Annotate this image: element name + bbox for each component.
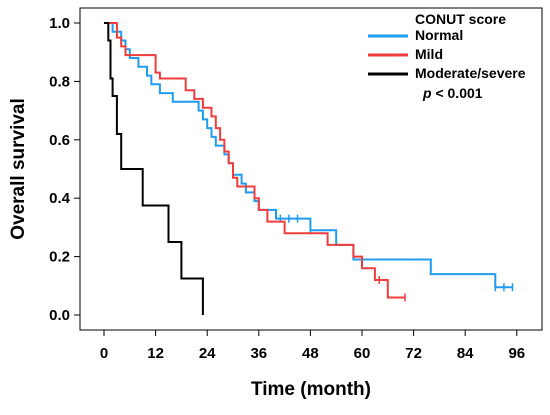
y-axis-title: Overall survival <box>8 98 29 240</box>
y-tick-label: 0.6 <box>49 132 70 149</box>
x-tick-label: 84 <box>457 345 474 362</box>
legend-entry: Normal <box>415 27 463 43</box>
plot-frame <box>79 7 543 331</box>
x-tick-label: 36 <box>250 345 267 362</box>
x-tick-label: 60 <box>354 345 371 362</box>
x-tick-label: 48 <box>302 345 319 362</box>
y-tick-label: 1.0 <box>49 15 70 32</box>
series-line-moderate-severe <box>104 22 204 315</box>
legend: CONUT score p < 0.001 <box>415 11 506 101</box>
x-axis-title: Time (month) <box>251 379 371 400</box>
legend-entry: Moderate/severe <box>415 65 526 81</box>
x-tick-label: 24 <box>199 345 216 362</box>
series-line-mild <box>104 22 405 299</box>
legend-title: CONUT score <box>415 11 506 27</box>
series-line-normal <box>104 22 513 289</box>
y-tick-label: 0.4 <box>49 190 71 207</box>
x-tick-label: 96 <box>508 345 525 362</box>
y-tick-label: 0.0 <box>49 307 70 324</box>
x-tick-label: 12 <box>147 345 164 362</box>
x-tick-label: 0 <box>100 345 108 362</box>
x-tick-label: 72 <box>405 345 422 362</box>
y-tick-label: 0.8 <box>49 73 70 90</box>
y-tick-label: 0.2 <box>49 249 70 266</box>
p-value-annotation: p < 0.001 <box>422 85 483 101</box>
legend-entry: Mild <box>415 46 443 62</box>
